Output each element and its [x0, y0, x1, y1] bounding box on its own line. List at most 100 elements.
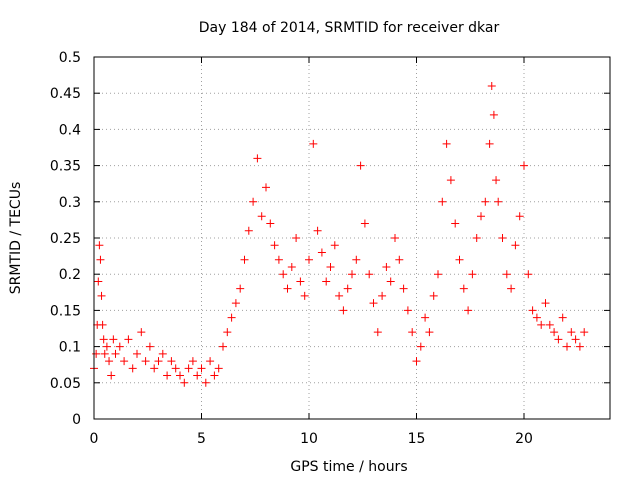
data-point	[515, 212, 524, 221]
data-point	[395, 255, 404, 264]
data-point	[524, 270, 533, 279]
data-point	[455, 255, 464, 264]
y-axis-label: SRMTID / TECUs	[8, 182, 24, 295]
data-point	[102, 342, 111, 351]
y-tick-label: 0.4	[59, 122, 81, 138]
data-point	[236, 284, 245, 293]
data-point	[403, 306, 412, 315]
data-point	[150, 364, 159, 373]
data-point	[434, 270, 442, 279]
y-tick-label: 0	[72, 412, 81, 428]
data-point	[494, 197, 503, 206]
x-tick-label: 0	[90, 431, 99, 447]
y-tick-label: 0.45	[50, 86, 81, 102]
data-point	[317, 248, 326, 257]
x-axis-label: GPS time / hours	[290, 459, 407, 475]
data-point	[249, 197, 258, 206]
data-point	[95, 241, 104, 250]
data-point	[309, 139, 318, 148]
data-point	[109, 335, 118, 344]
data-point	[326, 262, 335, 271]
data-point	[184, 364, 193, 373]
data-point	[287, 262, 296, 271]
data-point	[343, 284, 352, 293]
data-point	[472, 234, 481, 242]
y-tick-label: 0.15	[50, 303, 81, 319]
data-point	[429, 291, 438, 300]
data-point	[231, 299, 240, 308]
data-point	[283, 284, 292, 293]
data-point	[571, 335, 580, 344]
data-point	[575, 342, 584, 351]
data-point	[163, 371, 172, 380]
data-point	[111, 349, 120, 358]
data-point	[528, 306, 537, 315]
y-tick-label: 0.5	[59, 50, 81, 66]
data-point	[330, 241, 339, 250]
data-point	[537, 320, 546, 329]
data-point	[171, 364, 180, 373]
data-point	[128, 364, 137, 373]
data-point	[382, 262, 391, 271]
data-point	[408, 328, 417, 337]
data-point	[176, 371, 184, 380]
data-point	[253, 154, 262, 163]
data-point	[188, 357, 197, 366]
data-point	[369, 299, 378, 308]
data-point	[227, 313, 236, 322]
data-point	[137, 328, 146, 337]
chart-title: Day 184 of 2014, SRMTID for receiver dka…	[199, 20, 500, 36]
y-tick-label: 0.1	[59, 340, 81, 356]
data-point	[442, 139, 451, 148]
data-point	[339, 306, 348, 315]
data-point	[124, 335, 133, 344]
data-point	[563, 342, 571, 351]
data-point	[100, 349, 109, 358]
data-point	[348, 270, 356, 279]
data-point	[545, 320, 554, 329]
data-point	[167, 357, 176, 366]
data-point	[210, 371, 219, 380]
data-point	[520, 161, 528, 170]
data-point	[99, 335, 108, 344]
data-point	[468, 270, 477, 279]
data-point	[322, 277, 331, 286]
data-point	[386, 277, 395, 286]
data-point	[197, 364, 206, 373]
data-point	[446, 176, 455, 185]
data-point	[96, 255, 105, 264]
data-point	[219, 342, 227, 351]
data-point	[158, 349, 167, 358]
data-points	[90, 81, 589, 387]
data-point	[270, 241, 279, 250]
data-point	[115, 342, 124, 351]
x-tick-label: 20	[515, 431, 533, 447]
data-point	[421, 313, 430, 322]
data-point	[133, 349, 141, 358]
data-point	[105, 357, 114, 366]
data-point	[98, 320, 107, 329]
data-point	[262, 183, 270, 192]
data-point	[511, 241, 520, 250]
data-point	[498, 234, 507, 242]
data-point	[550, 328, 559, 337]
y-tick-label: 0.25	[50, 231, 81, 247]
data-point	[145, 342, 154, 351]
data-point	[244, 226, 253, 235]
y-tick-label: 0.2	[59, 267, 81, 283]
data-point	[477, 212, 485, 221]
x-tick-label: 5	[197, 431, 206, 447]
data-point	[201, 378, 210, 387]
data-point	[94, 277, 103, 286]
data-point	[296, 277, 305, 286]
data-point	[580, 328, 589, 337]
data-point	[120, 357, 129, 366]
data-point	[487, 81, 496, 90]
data-point	[481, 197, 490, 206]
data-point	[193, 371, 202, 380]
data-point	[141, 357, 150, 366]
data-point	[502, 270, 511, 279]
plot-area-frame	[93, 56, 611, 420]
